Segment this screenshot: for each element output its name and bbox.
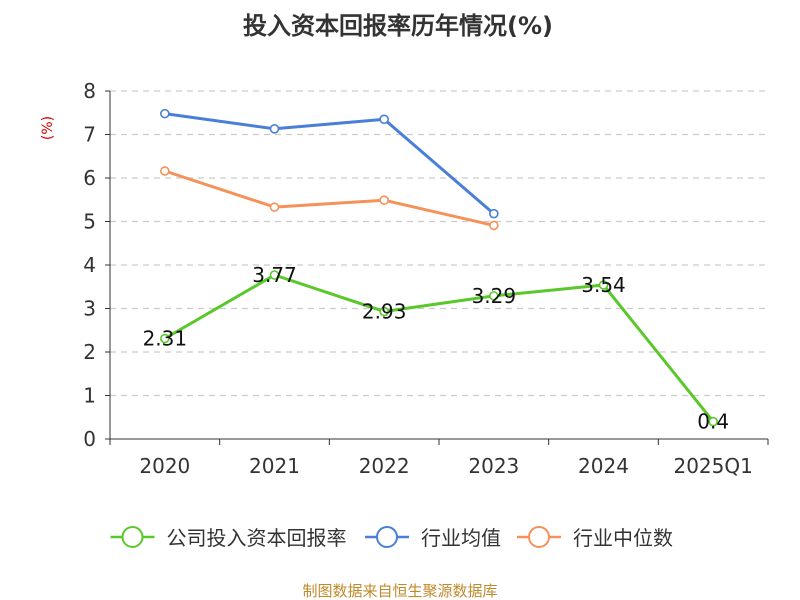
x-tick-label: 2022 [359, 454, 410, 478]
data-point [379, 306, 389, 317]
y-tick-label: 0 [83, 427, 96, 451]
data-point [269, 124, 280, 134]
series-line-0 [164, 273, 715, 423]
series-line-1 [164, 112, 495, 215]
data-label: 3.54 [581, 273, 626, 297]
data-point [160, 108, 170, 119]
legend-item: 行业均值 [365, 526, 501, 550]
series-lines [160, 108, 718, 427]
y-tick-label: 6 [83, 166, 96, 190]
data-point [160, 333, 170, 344]
y-tick-label: 3 [83, 297, 96, 321]
x-tick-label: 2021 [249, 454, 300, 478]
legend-marker [121, 526, 144, 548]
data-point [489, 291, 499, 301]
data-point [160, 166, 170, 176]
data-point [598, 280, 609, 290]
data-label: 3.77 [252, 263, 297, 287]
legend: 公司投入资本回报率 行业均值 行业中位数 [110, 526, 673, 550]
legend-label: 行业均值 [421, 526, 501, 550]
data-point [269, 270, 280, 280]
data-point [269, 202, 280, 212]
source-note: 制图数据来自恒生聚源数据库 [302, 582, 497, 600]
y-tick-label: 5 [83, 210, 96, 234]
data-point [379, 114, 389, 125]
y-tick-label: 2 [83, 340, 96, 364]
data-labels: 2.31 3.77 2.93 3.29 3.54 0.4 [143, 263, 730, 434]
legend-marker [528, 526, 550, 548]
y-tick-label: 4 [83, 253, 96, 277]
x-tick-label: 2023 [468, 454, 519, 478]
data-point [489, 220, 499, 231]
x-tick-label: 2024 [578, 454, 629, 478]
legend-label: 公司投入资本回报率 [167, 526, 347, 550]
data-point [489, 208, 499, 219]
data-label: 3.29 [472, 284, 517, 308]
y-tick-label: 8 [83, 79, 96, 103]
chart-title: 投入资本回报率历年情况(%) [243, 12, 553, 40]
legend-item: 公司投入资本回报率 [110, 526, 347, 550]
data-point [379, 195, 389, 205]
y-tick-label: 1 [83, 384, 96, 408]
data-point [708, 416, 718, 427]
legend-marker [376, 526, 398, 548]
data-label: 2.31 [143, 327, 188, 351]
legend-item: 行业中位数 [517, 526, 673, 550]
data-label: 2.93 [362, 300, 407, 324]
x-tick-label: 2025Q1 [673, 454, 752, 478]
y-tick-label: 7 [83, 123, 96, 147]
series-line-2 [164, 169, 495, 227]
axes: 0 1 2 3 4 5 6 7 8 2020 2021 2022 2023 2024 2025Q1 [83, 79, 769, 478]
data-label: 0.4 [697, 410, 729, 434]
grid-lines [110, 90, 768, 397]
legend-label: 行业中位数 [573, 526, 673, 550]
x-tick-label: 2020 [139, 454, 190, 478]
y-axis-label: (%) [40, 116, 56, 140]
